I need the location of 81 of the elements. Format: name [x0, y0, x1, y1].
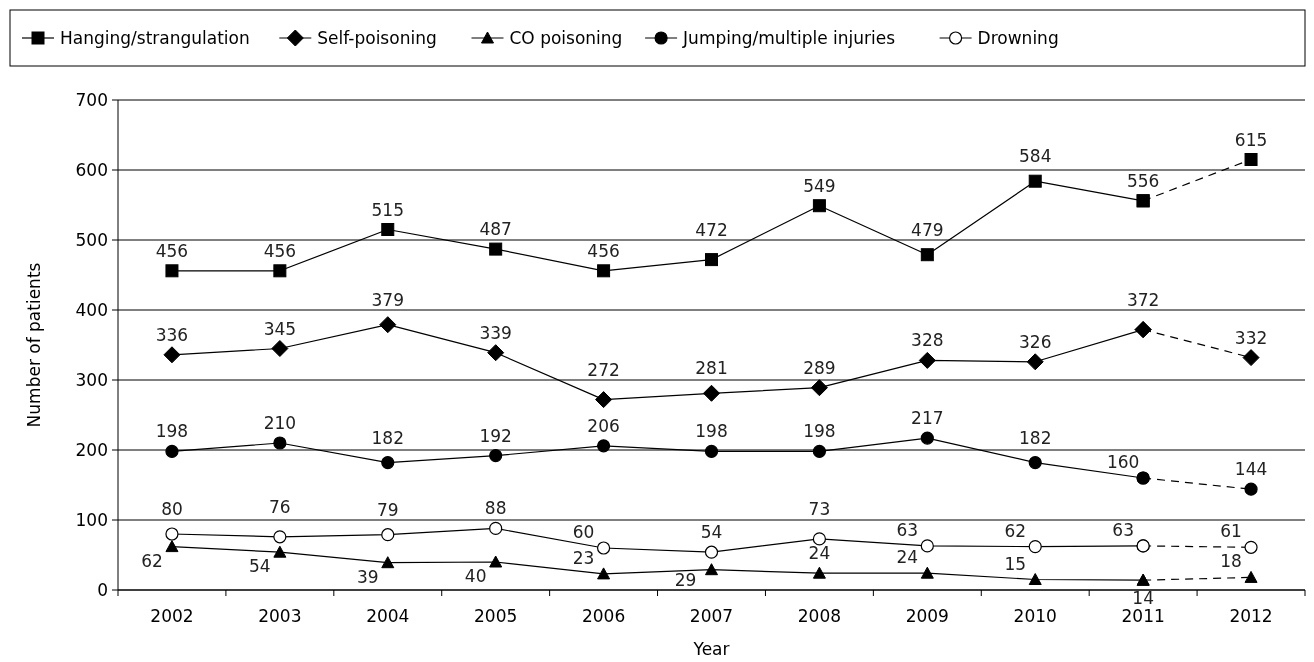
x-tick-label: 2012 [1229, 606, 1273, 626]
data-label: 472 [695, 219, 728, 240]
data-label: 584 [1019, 146, 1052, 167]
data-label: 198 [803, 421, 836, 442]
data-label: 479 [911, 219, 944, 240]
y-tick-label: 300 [75, 370, 108, 390]
data-label: 281 [695, 358, 728, 379]
data-label: 556 [1126, 170, 1160, 191]
y-tick-label: 200 [75, 440, 108, 460]
y-tick-label: 400 [75, 300, 108, 320]
data-label: 372 [1126, 289, 1160, 310]
data-label: 160 [1106, 452, 1140, 472]
data-label: 272 [587, 359, 620, 380]
data-label: 24 [808, 543, 831, 564]
x-tick-label: 2007 [689, 606, 734, 626]
data-label: 198 [155, 421, 189, 442]
data-label: 24 [896, 547, 919, 568]
data-label: 192 [479, 425, 512, 446]
data-label: 217 [911, 408, 944, 429]
y-tick-label: 600 [75, 160, 108, 180]
data-label: 40 [464, 566, 487, 586]
y-tick-label: 500 [75, 230, 108, 250]
data-label: 29 [674, 569, 697, 590]
y-axis-title: Number of patients [24, 262, 44, 428]
data-label: 456 [155, 240, 189, 261]
y-tick-label: 700 [75, 90, 108, 110]
data-label: 14 [1132, 588, 1154, 609]
data-label: 326 [1019, 331, 1052, 352]
data-label: 487 [479, 219, 512, 240]
data-label: 206 [587, 415, 620, 436]
data-label: 39 [356, 566, 379, 587]
data-label: 63 [896, 519, 919, 540]
x-tick-label: 2005 [474, 606, 518, 626]
data-label: 198 [695, 421, 728, 442]
data-label: 615 [1234, 129, 1268, 150]
data-label: 62 [141, 550, 163, 571]
data-label: 210 [263, 413, 297, 433]
x-tick-label: 2008 [797, 606, 842, 626]
data-label: 61 [1220, 521, 1242, 542]
x-tick-label: 2004 [366, 606, 410, 626]
data-label: 456 [263, 240, 297, 261]
data-label: 379 [371, 289, 404, 310]
legend-label: CO poisoning [509, 28, 623, 48]
x-tick-label: 2011 [1121, 606, 1165, 626]
x-axis-title: Year [692, 639, 730, 659]
data-label: 54 [700, 522, 723, 543]
x-tick-label: 2003 [258, 606, 302, 626]
data-label: 328 [911, 330, 944, 351]
data-label: 18 [1220, 551, 1242, 572]
data-label: 332 [1234, 327, 1268, 348]
y-tick-label: 100 [75, 510, 108, 530]
legend-label: Hanging/strangulation [60, 28, 250, 48]
data-label: 88 [484, 498, 507, 519]
data-label: 73 [808, 498, 831, 519]
legend-label: Self-poisoning [317, 28, 437, 48]
data-label: 182 [371, 427, 404, 448]
data-label: 339 [479, 322, 512, 343]
data-label: 79 [376, 499, 399, 520]
x-tick-label: 2009 [905, 606, 949, 626]
data-label: 336 [155, 324, 189, 345]
data-label: 182 [1019, 427, 1052, 448]
y-tick-label: 0 [97, 580, 108, 600]
data-label: 80 [161, 499, 183, 519]
data-label: 63 [1112, 519, 1134, 540]
x-tick-label: 2006 [581, 606, 626, 626]
data-label: 15 [1004, 553, 1027, 574]
data-label: 456 [587, 240, 620, 261]
data-label: 345 [263, 318, 297, 339]
data-label: 76 [269, 496, 291, 517]
x-tick-label: 2010 [1013, 606, 1057, 626]
legend-label: Drowning [977, 28, 1059, 48]
x-tick-label: 2002 [150, 606, 194, 626]
data-label: 289 [803, 357, 836, 378]
legend-label: Jumping/multiple injuries [682, 28, 896, 48]
data-label: 23 [572, 547, 595, 568]
data-label: 62 [1004, 520, 1027, 541]
data-label: 515 [371, 199, 404, 220]
data-label: 54 [249, 556, 271, 577]
data-label: 549 [803, 175, 836, 196]
data-label: 60 [572, 522, 595, 542]
data-label: 144 [1234, 459, 1268, 480]
